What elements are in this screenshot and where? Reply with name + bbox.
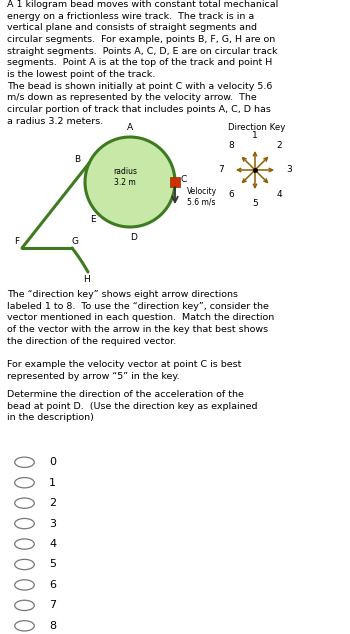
Circle shape (85, 137, 175, 227)
Text: 7: 7 (218, 165, 224, 174)
Text: The “direction key” shows eight arrow directions
labeled 1 to 8.  To use the “di: The “direction key” shows eight arrow di… (7, 290, 274, 380)
Text: 3: 3 (286, 165, 292, 174)
Text: A: A (127, 124, 133, 133)
Text: Direction Key: Direction Key (228, 124, 286, 133)
Text: Determine the direction of the acceleration of the
bead at point D.  (Use the di: Determine the direction of the accelerat… (7, 390, 258, 422)
Text: 7: 7 (49, 600, 56, 611)
Text: B: B (74, 155, 80, 164)
Text: 6: 6 (228, 190, 234, 198)
Circle shape (15, 579, 34, 590)
Text: H: H (83, 276, 89, 285)
Text: radius
3.2 m: radius 3.2 m (113, 167, 137, 186)
Text: 8: 8 (228, 141, 234, 150)
Text: F: F (14, 236, 20, 245)
Text: 5: 5 (252, 200, 258, 209)
Circle shape (15, 457, 34, 467)
Text: 4: 4 (276, 190, 282, 198)
Circle shape (15, 498, 34, 508)
Text: Velocity
5.6 m/s: Velocity 5.6 m/s (187, 187, 217, 207)
Circle shape (15, 621, 34, 631)
Text: 3: 3 (49, 519, 56, 529)
Text: 2: 2 (49, 498, 56, 508)
Text: 5: 5 (49, 559, 56, 569)
Text: D: D (131, 233, 138, 242)
Circle shape (15, 559, 34, 569)
Text: 4: 4 (49, 539, 56, 549)
Text: C: C (181, 176, 187, 184)
Text: 2: 2 (276, 141, 282, 150)
Circle shape (15, 600, 34, 611)
Text: G: G (71, 236, 78, 245)
Circle shape (15, 539, 34, 549)
Text: 0: 0 (49, 457, 56, 467)
Text: 1: 1 (49, 477, 56, 488)
Text: 6: 6 (49, 580, 56, 590)
Text: E: E (90, 215, 96, 224)
Text: A 1 kilogram bead moves with constant total mechanical
energy on a frictionless : A 1 kilogram bead moves with constant to… (7, 0, 278, 126)
Circle shape (15, 477, 34, 488)
Text: 1: 1 (252, 131, 258, 141)
Circle shape (15, 519, 34, 529)
Text: 8: 8 (49, 621, 56, 631)
